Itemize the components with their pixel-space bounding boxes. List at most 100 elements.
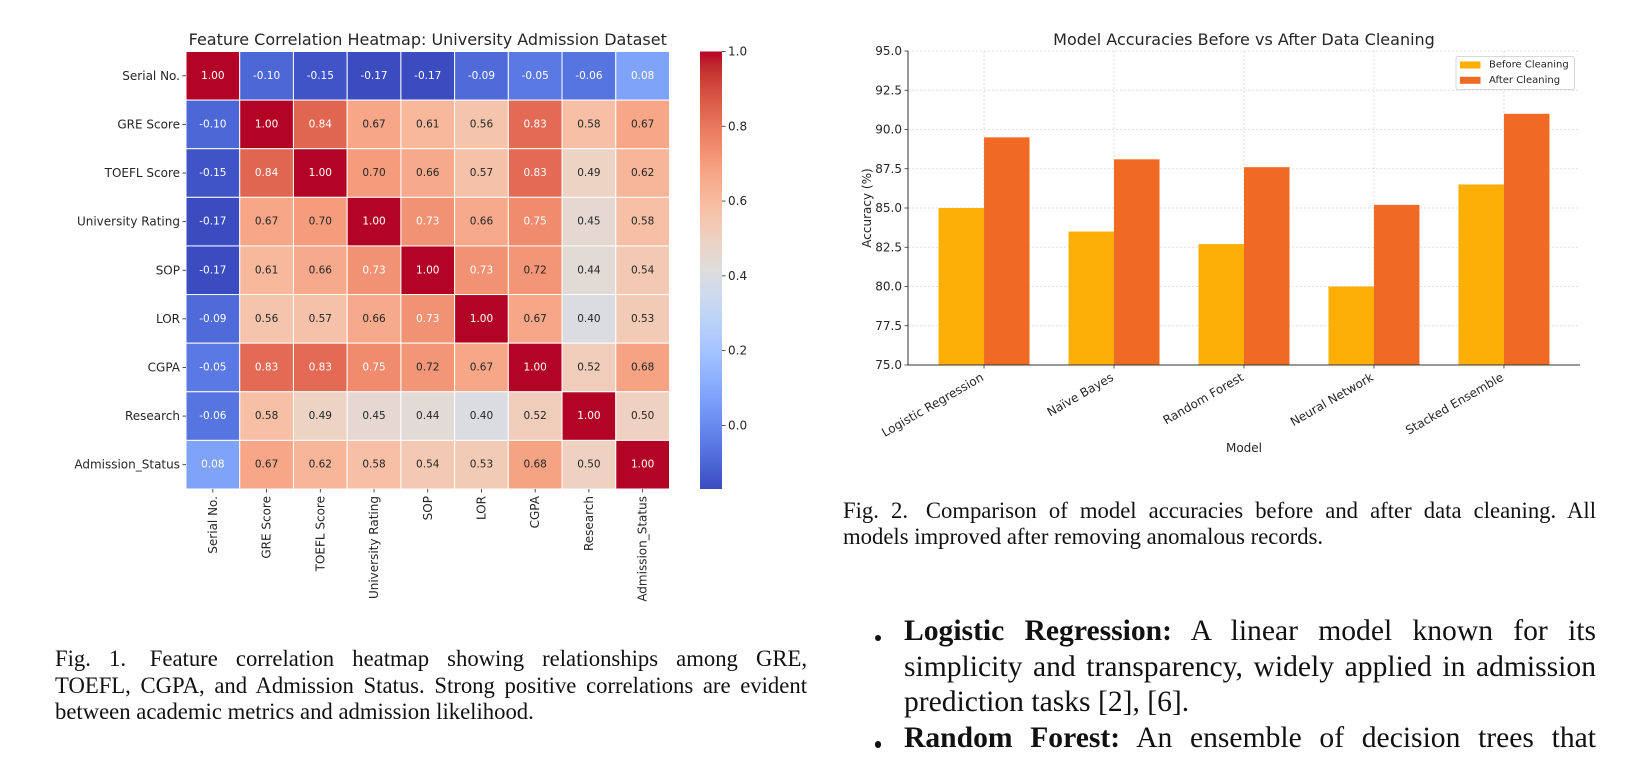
figure-label: Fig. 1.	[55, 646, 127, 671]
y-tick-label: 75.0	[875, 358, 902, 372]
colorbar	[700, 51, 722, 489]
heatmap-cell-value: 0.66	[416, 167, 440, 179]
column-label: Admission_Status	[636, 496, 650, 602]
row-label: SOP	[156, 263, 180, 277]
heatmap-cell-value: 0.68	[631, 361, 654, 373]
heatmap-cell-value: 0.62	[309, 459, 332, 471]
heatmap-cell-value: 0.72	[416, 361, 439, 373]
column-label: Serial No.	[206, 496, 220, 554]
heatmap-cell-value: 0.67	[631, 118, 654, 130]
bar-after-cleaning	[1373, 204, 1420, 365]
heatmap-cell	[239, 148, 294, 198]
y-tick-label: 87.5	[875, 162, 902, 176]
x-tick-label: Random Forest	[1161, 370, 1246, 427]
heatmap-cell-value: 0.66	[309, 264, 333, 276]
heatmap-cell	[292, 245, 348, 296]
bar-after-cleaning	[1114, 159, 1160, 365]
heatmap-cell-value: -0.17	[199, 264, 226, 276]
heatmap-cell-value: 0.45	[362, 410, 385, 422]
bar-after-cleaning	[984, 137, 1030, 365]
x-tick-label: Logistic Regression	[879, 370, 986, 440]
caption-text: Comparison of model accuracies before an…	[925, 498, 1597, 523]
heatmap-cell	[507, 51, 563, 101]
row-label: Serial No.	[122, 69, 180, 83]
bullet-text: An ensemble of decision trees that	[1136, 721, 1596, 754]
heatmap-cell-value: -0.15	[307, 70, 334, 82]
bar-after-cleaning	[1244, 167, 1290, 365]
heatmap-cell	[507, 342, 563, 393]
row-label: Research	[125, 409, 180, 423]
heatmap-cell-value: 0.50	[577, 459, 600, 471]
heatmap-cell-value: 0.08	[201, 459, 224, 471]
heatmap-cell-value: 0.73	[416, 216, 439, 228]
heatmap-cell-value: 0.66	[362, 313, 386, 325]
y-tick-label: 77.5	[875, 319, 902, 333]
heatmap-cell	[507, 294, 563, 344]
figure-label: Fig. 2.	[843, 498, 909, 523]
heatmap-cell	[346, 99, 402, 150]
heatmap-cell	[615, 245, 670, 296]
heatmap-cell-value: 0.83	[523, 167, 546, 179]
legend-label: Before Cleaning	[1489, 60, 1569, 71]
heatmap-cell	[561, 439, 617, 490]
heatmap-cell	[239, 196, 294, 247]
heatmap-cell-value: -0.06	[199, 410, 226, 422]
heatmap-cell-value: 0.67	[255, 459, 278, 471]
heatmap-cell	[561, 294, 617, 344]
heatmap-cell	[400, 196, 456, 247]
row-label: University Rating	[77, 215, 180, 229]
bar-before-cleaning	[1328, 286, 1374, 365]
heatmap-cell-value: -0.09	[468, 70, 495, 82]
heatmap-cell-value: -0.17	[199, 216, 226, 228]
heatmap-cell	[454, 51, 509, 101]
heatmap-cell	[454, 245, 509, 296]
row-label: LOR	[156, 312, 180, 326]
heatmap-cell-value: -0.10	[253, 70, 280, 82]
heatmap-cell	[400, 294, 456, 344]
heatmap-cell	[561, 148, 617, 198]
y-tick-label: 82.5	[875, 240, 902, 254]
caption-line: TOEFL, CGPA, and Admission Status. Stron…	[55, 672, 807, 698]
heatmap-cell-value: 0.73	[362, 264, 385, 276]
x-tick-label: Neural Network	[1288, 370, 1376, 429]
heatmap-cell-value: 0.58	[362, 459, 385, 471]
heatmap-cell-value: 1.00	[416, 264, 439, 276]
row-label: GRE Score	[117, 117, 180, 131]
heatmap-cell	[346, 294, 402, 344]
heatmap-cell	[561, 51, 617, 101]
heatmap-cell	[292, 439, 348, 490]
heatmap-cell-value: 0.54	[631, 264, 655, 276]
heatmap-cell-value: 0.68	[523, 459, 546, 471]
heatmap-cell	[615, 99, 670, 150]
heatmap-cell-value: 0.53	[631, 313, 654, 325]
heatmap-cell-value: 1.00	[577, 410, 600, 422]
heatmap-cell	[507, 99, 563, 150]
bullet-icon	[874, 741, 881, 748]
heatmap-cell-value: 0.67	[255, 216, 278, 228]
bullet-item-random-forest: Random Forest: An ensemble of decision t…	[874, 721, 1596, 757]
heatmap-cell-value: 0.72	[523, 264, 546, 276]
heatmap-cell	[239, 245, 294, 296]
heatmap-cell	[346, 342, 402, 393]
heatmap-cell-value: -0.09	[199, 313, 226, 325]
heatmap-cell-value: 0.49	[309, 410, 332, 422]
heatmap-cell-value: 0.70	[362, 167, 385, 179]
heatmap-cell	[400, 439, 456, 490]
heatmap-cell-value: 0.61	[255, 264, 278, 276]
heatmap-cell-value: 0.61	[416, 118, 439, 130]
colorbar-tick-label: 0.8	[728, 119, 747, 133]
legend-label: After Cleaning	[1489, 75, 1560, 86]
heatmap-cell-value: 0.67	[470, 361, 493, 373]
heatmap-cell-value: 1.00	[362, 216, 385, 228]
heatmap-cell	[615, 391, 670, 441]
heatmap-cell-value: 0.75	[523, 216, 546, 228]
row-label: TOEFL Score	[104, 166, 180, 180]
legend-swatch-after-cleaning	[1460, 76, 1481, 84]
caption-line: between academic metrics and admission l…	[55, 699, 534, 724]
heatmap-cell-value: -0.05	[522, 70, 549, 82]
heatmap-cell-value: -0.06	[575, 70, 602, 82]
heatmap-cell-value: 0.83	[523, 118, 546, 130]
heatmap-cell	[454, 99, 509, 150]
column-label: TOEFL Score	[313, 496, 327, 572]
